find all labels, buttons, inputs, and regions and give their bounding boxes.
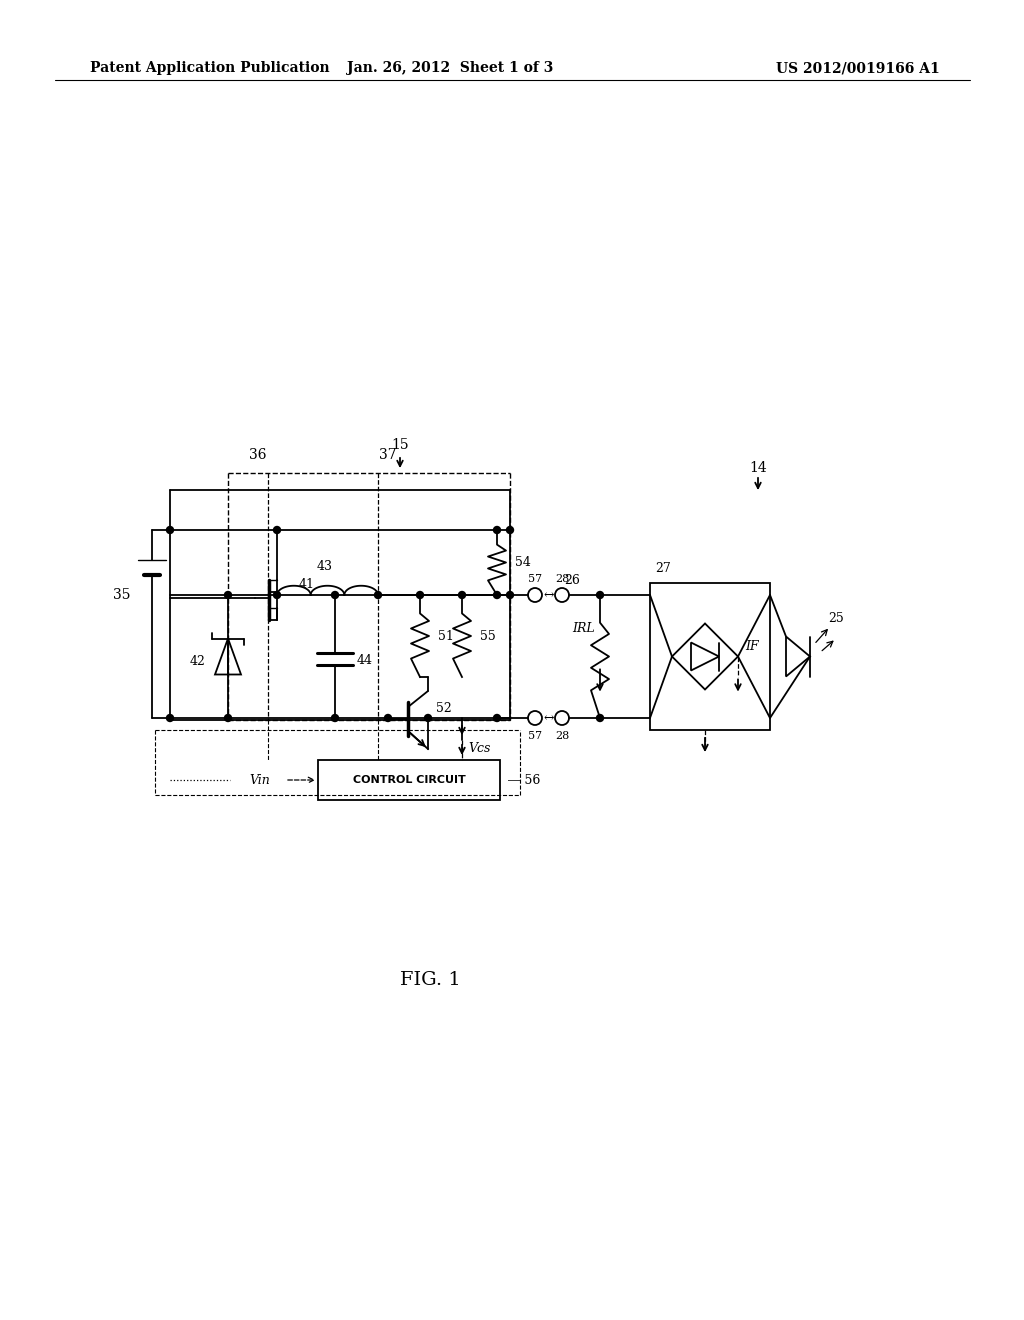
Circle shape bbox=[507, 591, 513, 598]
Text: 37: 37 bbox=[379, 447, 397, 462]
Text: 26: 26 bbox=[564, 573, 580, 586]
Text: ↔: ↔ bbox=[544, 711, 554, 725]
Text: 15: 15 bbox=[391, 438, 409, 451]
Circle shape bbox=[425, 714, 431, 722]
Circle shape bbox=[167, 527, 173, 533]
Circle shape bbox=[459, 591, 466, 598]
Text: Patent Application Publication: Patent Application Publication bbox=[90, 61, 330, 75]
Circle shape bbox=[273, 591, 281, 598]
Circle shape bbox=[332, 714, 339, 722]
Bar bbox=[318, 760, 500, 800]
Text: 42: 42 bbox=[190, 655, 206, 668]
Text: Vin: Vin bbox=[249, 774, 270, 787]
Text: 43: 43 bbox=[317, 561, 333, 573]
Circle shape bbox=[494, 714, 501, 722]
Text: 51: 51 bbox=[438, 630, 454, 643]
Circle shape bbox=[273, 527, 281, 533]
Text: 27: 27 bbox=[655, 561, 671, 574]
Text: 57: 57 bbox=[528, 574, 542, 583]
Text: CONTROL CIRCUIT: CONTROL CIRCUIT bbox=[352, 775, 465, 785]
Bar bbox=[650, 583, 770, 730]
Text: 28: 28 bbox=[555, 731, 569, 741]
Text: 35: 35 bbox=[113, 587, 130, 602]
Text: 25: 25 bbox=[828, 612, 844, 624]
Text: Jan. 26, 2012  Sheet 1 of 3: Jan. 26, 2012 Sheet 1 of 3 bbox=[347, 61, 553, 75]
Circle shape bbox=[597, 591, 603, 598]
Text: 14: 14 bbox=[750, 461, 767, 475]
Circle shape bbox=[167, 714, 173, 722]
Circle shape bbox=[224, 591, 231, 598]
Circle shape bbox=[494, 527, 501, 533]
Text: ― 56: ― 56 bbox=[508, 774, 541, 787]
Text: IRL: IRL bbox=[572, 622, 595, 635]
Text: 44: 44 bbox=[357, 653, 373, 667]
Text: 28: 28 bbox=[555, 574, 569, 583]
Text: Vcs: Vcs bbox=[468, 742, 490, 755]
Circle shape bbox=[507, 527, 513, 533]
Circle shape bbox=[332, 591, 339, 598]
Circle shape bbox=[494, 591, 501, 598]
Circle shape bbox=[224, 714, 231, 722]
Circle shape bbox=[417, 591, 424, 598]
Text: FIG. 1: FIG. 1 bbox=[399, 972, 461, 989]
Text: 55: 55 bbox=[480, 630, 496, 643]
Text: 54: 54 bbox=[515, 556, 530, 569]
Circle shape bbox=[375, 591, 382, 598]
Text: 36: 36 bbox=[249, 447, 266, 462]
Text: 52: 52 bbox=[436, 702, 452, 715]
Circle shape bbox=[384, 714, 391, 722]
Text: ↔: ↔ bbox=[544, 589, 554, 602]
Text: US 2012/0019166 A1: US 2012/0019166 A1 bbox=[776, 61, 940, 75]
Text: IF: IF bbox=[745, 640, 759, 653]
Text: 57: 57 bbox=[528, 731, 542, 741]
Circle shape bbox=[597, 714, 603, 722]
Text: 41: 41 bbox=[299, 578, 315, 591]
